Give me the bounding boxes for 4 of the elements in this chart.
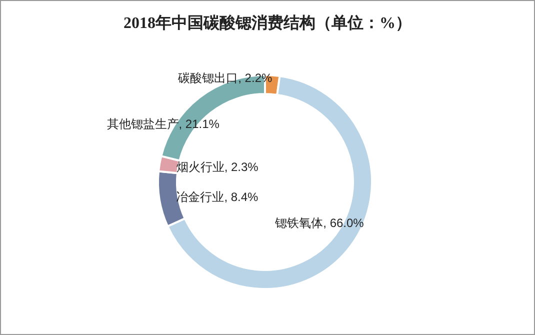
slice-label: 烟火行业, 2.3%	[176, 160, 258, 174]
slice-label: 冶金行业, 8.4%	[176, 190, 258, 204]
chart-title: 2018年中国碳酸锶消费结构（单位：%）	[124, 14, 412, 32]
slice-label: 锶铁氧体, 66.0%	[275, 216, 364, 230]
